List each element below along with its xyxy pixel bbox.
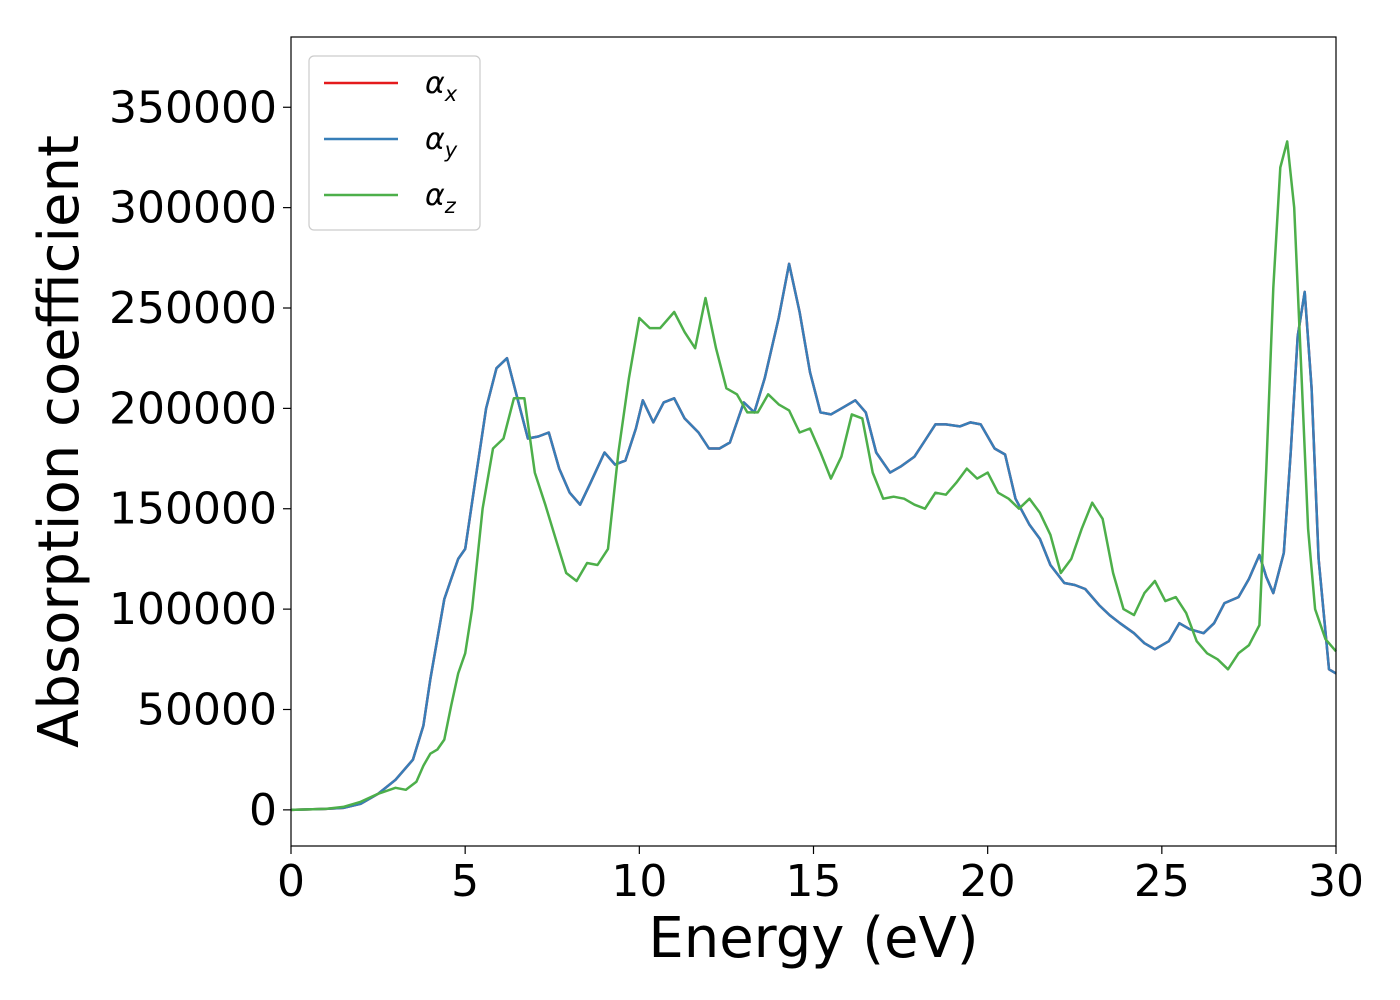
legend-label-z: αz [425, 178, 457, 218]
x-tick-label: 15 [786, 856, 842, 907]
y-tick-label: 350000 [109, 82, 277, 133]
x-tick-label: 5 [451, 856, 479, 907]
y-tick-label: 300000 [109, 183, 277, 234]
series-group [290, 140, 1337, 812]
legend-label-x: αx [425, 66, 458, 106]
x-axis: 0 5 10 15 20 25 30 [277, 846, 1364, 907]
y-axis: 0 50000 100000 150000 200000 250000 300000 3500… [109, 82, 291, 836]
x-tick-label: 10 [611, 856, 667, 907]
y-tick-label: 50000 [137, 684, 277, 735]
x-tick-label: 20 [960, 856, 1016, 907]
x-axis-label: Energy (eV) [648, 906, 978, 971]
series-line-y [290, 262, 1337, 812]
y-tick-label: 0 [249, 785, 277, 836]
series-line-z [290, 140, 1337, 812]
legend-box [308, 55, 481, 231]
legend-label-y: αy [425, 122, 458, 162]
legend: αx αy αz [308, 55, 481, 231]
x-tick-label: 25 [1134, 856, 1190, 907]
y-tick-label: 100000 [109, 584, 277, 635]
y-tick-label: 200000 [109, 383, 277, 434]
x-tick-label: 30 [1308, 856, 1364, 907]
x-tick-label: 0 [277, 856, 305, 907]
y-tick-label: 150000 [109, 484, 277, 535]
y-axis-label: Absorption coefficient [27, 135, 92, 748]
y-tick-label: 250000 [109, 283, 277, 334]
